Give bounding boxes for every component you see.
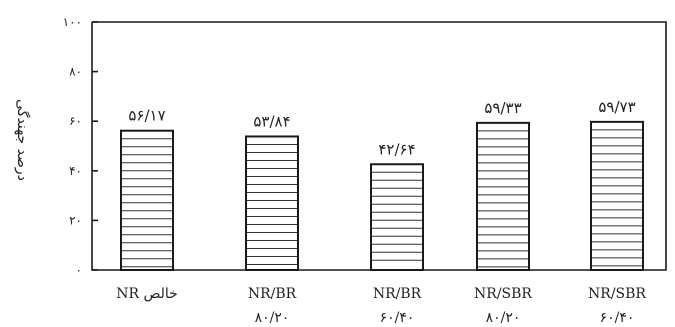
- category-label: NR خالص: [116, 286, 178, 302]
- data-label: ۵۹/۳۳: [484, 99, 521, 117]
- bar-group: ۵۳/۸۴: [245, 112, 299, 271]
- category-label: NR/BR: [248, 286, 297, 302]
- category-labels: NR خالص NR/BR ۸۰/۲۰ NR/BR ۶۰/۴۰ NR/SBR ۸۰/۲۰ NR…: [116, 286, 646, 326]
- y-tick-label: ۱۰۰: [63, 15, 82, 29]
- y-axis-ticks: ۰ ۲۰ ۴۰ ۶۰ ۸۰ ۱۰۰: [63, 15, 98, 277]
- data-label: ۵۶/۱۷: [128, 107, 165, 125]
- data-label: ۴۲/۶۴: [378, 140, 415, 158]
- y-tick-label: ۴۰: [69, 164, 82, 178]
- y-tick-label: ۲۰: [69, 213, 82, 227]
- category-sublabel: ۸۰/۲۰: [486, 310, 521, 326]
- category-sublabel: ۶۰/۴۰: [600, 310, 635, 326]
- bar-group: ۵۶/۱۷: [120, 107, 174, 271]
- plot-frame: [91, 21, 667, 271]
- data-label: ۵۳/۸۴: [253, 112, 290, 130]
- bars: ۵۶/۱۷ ۵۳/۸۴ ۴۲/۶۴ ۵۹/۳۳ ۵۹/۷۳: [120, 98, 644, 271]
- category-label: NR/SBR: [588, 286, 646, 302]
- y-tick-label: ۰: [76, 263, 82, 277]
- bar-group: ۵۹/۷۳: [590, 98, 644, 271]
- category-sublabel: ۸۰/۲۰: [255, 310, 290, 326]
- y-axis-title: درصد جهندگی: [14, 99, 31, 181]
- bar: [120, 129, 174, 271]
- y-tick-label: ۶۰: [69, 114, 82, 128]
- category-label: NR/SBR: [474, 286, 532, 302]
- bar: [245, 135, 299, 271]
- y-tick-label: ۸۰: [69, 65, 82, 79]
- bar-group: ۵۹/۳۳: [476, 99, 530, 271]
- category-label: NR/BR: [373, 286, 422, 302]
- data-label: ۵۹/۷۳: [598, 98, 635, 116]
- bar: [590, 120, 644, 271]
- bar: [476, 121, 530, 271]
- axes: [91, 21, 667, 271]
- category-sublabel: ۶۰/۴۰: [380, 310, 415, 326]
- bar-group: ۴۲/۶۴: [370, 140, 424, 271]
